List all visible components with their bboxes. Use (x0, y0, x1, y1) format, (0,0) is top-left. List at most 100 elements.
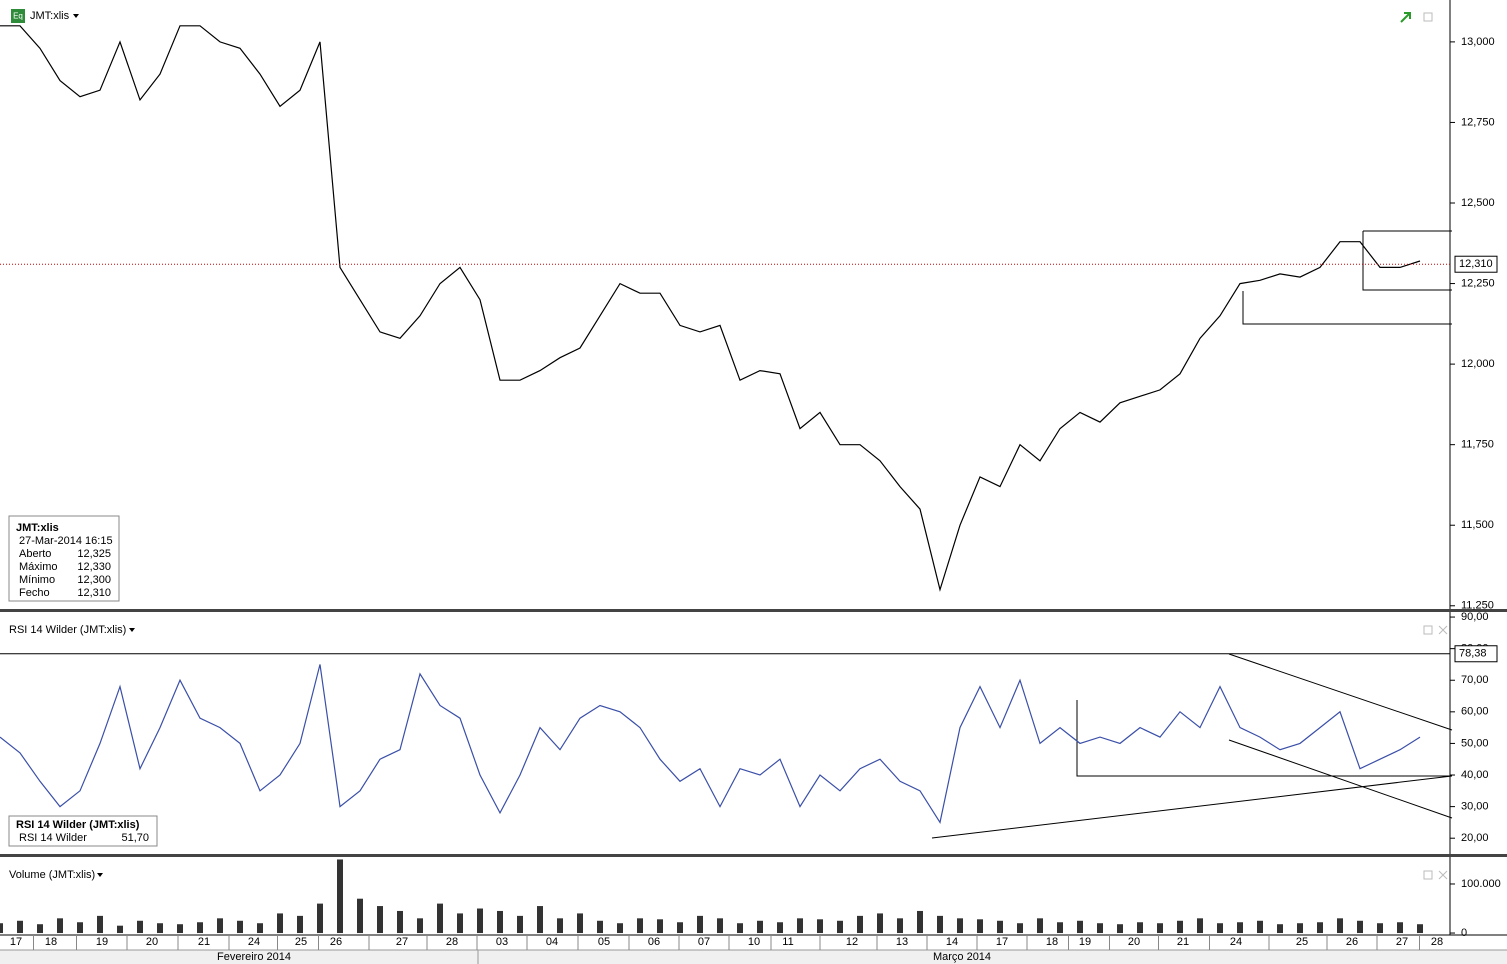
volume-bar (1157, 923, 1163, 934)
volume-bar (797, 918, 803, 934)
info-value: 12,310 (77, 587, 111, 599)
info-value: 12,325 (77, 548, 111, 560)
volume-bar (1097, 923, 1103, 934)
dropdown-arrow[interactable] (73, 14, 79, 18)
volume-bar (877, 913, 883, 934)
x-tick-label: 18 (1046, 936, 1058, 948)
x-tick-label: 24 (248, 936, 260, 948)
x-tick-label: 13 (896, 936, 908, 948)
volume-bar (1317, 922, 1323, 934)
x-tick-label: 27 (396, 936, 408, 948)
volume-bar (217, 918, 223, 934)
close-button[interactable] (1438, 625, 1448, 635)
info-label: Mínimo (19, 574, 55, 586)
y-tick-label: 30,00 (1461, 801, 1489, 813)
volume-bar (57, 918, 63, 934)
y-tick-label: 0 (1461, 927, 1467, 939)
x-tick-label: 21 (198, 936, 210, 948)
x-tick-label: 21 (1177, 936, 1189, 948)
y-tick-label: 13,000 (1461, 36, 1495, 48)
x-tick-label: 04 (546, 936, 558, 948)
volume-bar (597, 920, 603, 934)
y-tick-label: 100.000 (1461, 878, 1501, 890)
volume-bar (437, 903, 443, 934)
volume-bar (477, 908, 483, 934)
panel-title[interactable]: JMT:xlis (30, 10, 70, 22)
volume-bar (37, 924, 43, 934)
volume-bar (997, 920, 1003, 934)
volume-bar (1357, 920, 1363, 934)
volume-bar (517, 915, 523, 934)
x-tick-label: 19 (96, 936, 108, 948)
volume-bar (1037, 918, 1043, 934)
volume-bar (957, 918, 963, 934)
info-value: 51,70 (121, 832, 149, 844)
volume-bar (537, 906, 543, 934)
volume-bar (357, 898, 363, 934)
month-label: Fevereiro 2014 (217, 951, 291, 963)
volume-bar (897, 918, 903, 934)
month-label: Março 2014 (933, 951, 991, 963)
x-tick-label: 26 (330, 936, 342, 948)
panel-title[interactable]: RSI 14 Wilder (JMT:xlis) (9, 624, 126, 636)
volume-bar (0, 923, 3, 934)
x-tick-label: 19 (1079, 936, 1091, 948)
volume-bar (1137, 922, 1143, 934)
close-button[interactable] (1438, 870, 1448, 880)
volume-bar (1417, 924, 1423, 934)
x-tick-label: 17 (996, 936, 1008, 948)
info-label: RSI 14 Wilder (19, 832, 87, 844)
volume-bar (557, 918, 563, 934)
volume-bar (157, 923, 163, 934)
volume-bar (757, 920, 763, 934)
restore-button[interactable] (1423, 12, 1433, 22)
volume-bar (1297, 923, 1303, 934)
last-value-box (1454, 645, 1498, 663)
volume-bar (237, 920, 243, 934)
y-tick-label: 40,00 (1461, 769, 1489, 781)
x-tick-label: 17 (10, 936, 22, 948)
x-tick-label: 14 (946, 936, 958, 948)
x-tick-label: 11 (782, 936, 793, 948)
panel-divider (0, 609, 1507, 612)
restore-button[interactable] (1423, 870, 1433, 880)
info-box (8, 815, 158, 847)
x-tick-label: 18 (45, 936, 57, 948)
x-tick-label: 20 (146, 936, 158, 948)
volume-bar (377, 906, 383, 934)
trend-icon[interactable] (1400, 12, 1411, 23)
y-tick-label: 12,750 (1461, 116, 1495, 128)
volume-bar (137, 920, 143, 934)
instrument-icon[interactable] (11, 9, 25, 23)
restore-button[interactable] (1423, 625, 1433, 635)
volume-bar (397, 910, 403, 934)
x-tick-label: 10 (748, 936, 760, 948)
y-tick-label: 50,00 (1461, 737, 1489, 749)
price-line (0, 25, 1421, 592)
volume-bar (977, 919, 983, 934)
volume-bar (1197, 918, 1203, 934)
y-tick-label: 90,00 (1461, 611, 1489, 623)
panel-title[interactable]: Volume (JMT:xlis) (9, 869, 95, 881)
x-tick-label: 07 (698, 936, 710, 948)
volume-bar (1277, 924, 1283, 934)
price-line (0, 664, 1421, 824)
volume-bar (297, 915, 303, 934)
x-tick-label: 28 (1431, 936, 1443, 948)
dropdown-arrow[interactable] (97, 873, 103, 877)
last-value-box (1454, 255, 1498, 273)
panel-divider (0, 854, 1507, 857)
dropdown-arrow[interactable] (129, 628, 135, 632)
y-tick-label: 12,000 (1461, 358, 1495, 370)
info-date: 27-Mar-2014 16:15 (19, 535, 113, 547)
info-title: JMT:xlis (16, 522, 59, 534)
volume-bar (337, 859, 343, 934)
volume-bar (417, 918, 423, 934)
volume-bar (1057, 922, 1063, 934)
x-tick-label: 25 (1296, 936, 1308, 948)
volume-bar (837, 920, 843, 934)
info-label: Aberto (19, 548, 51, 560)
y-tick-label: 20,00 (1461, 832, 1489, 844)
